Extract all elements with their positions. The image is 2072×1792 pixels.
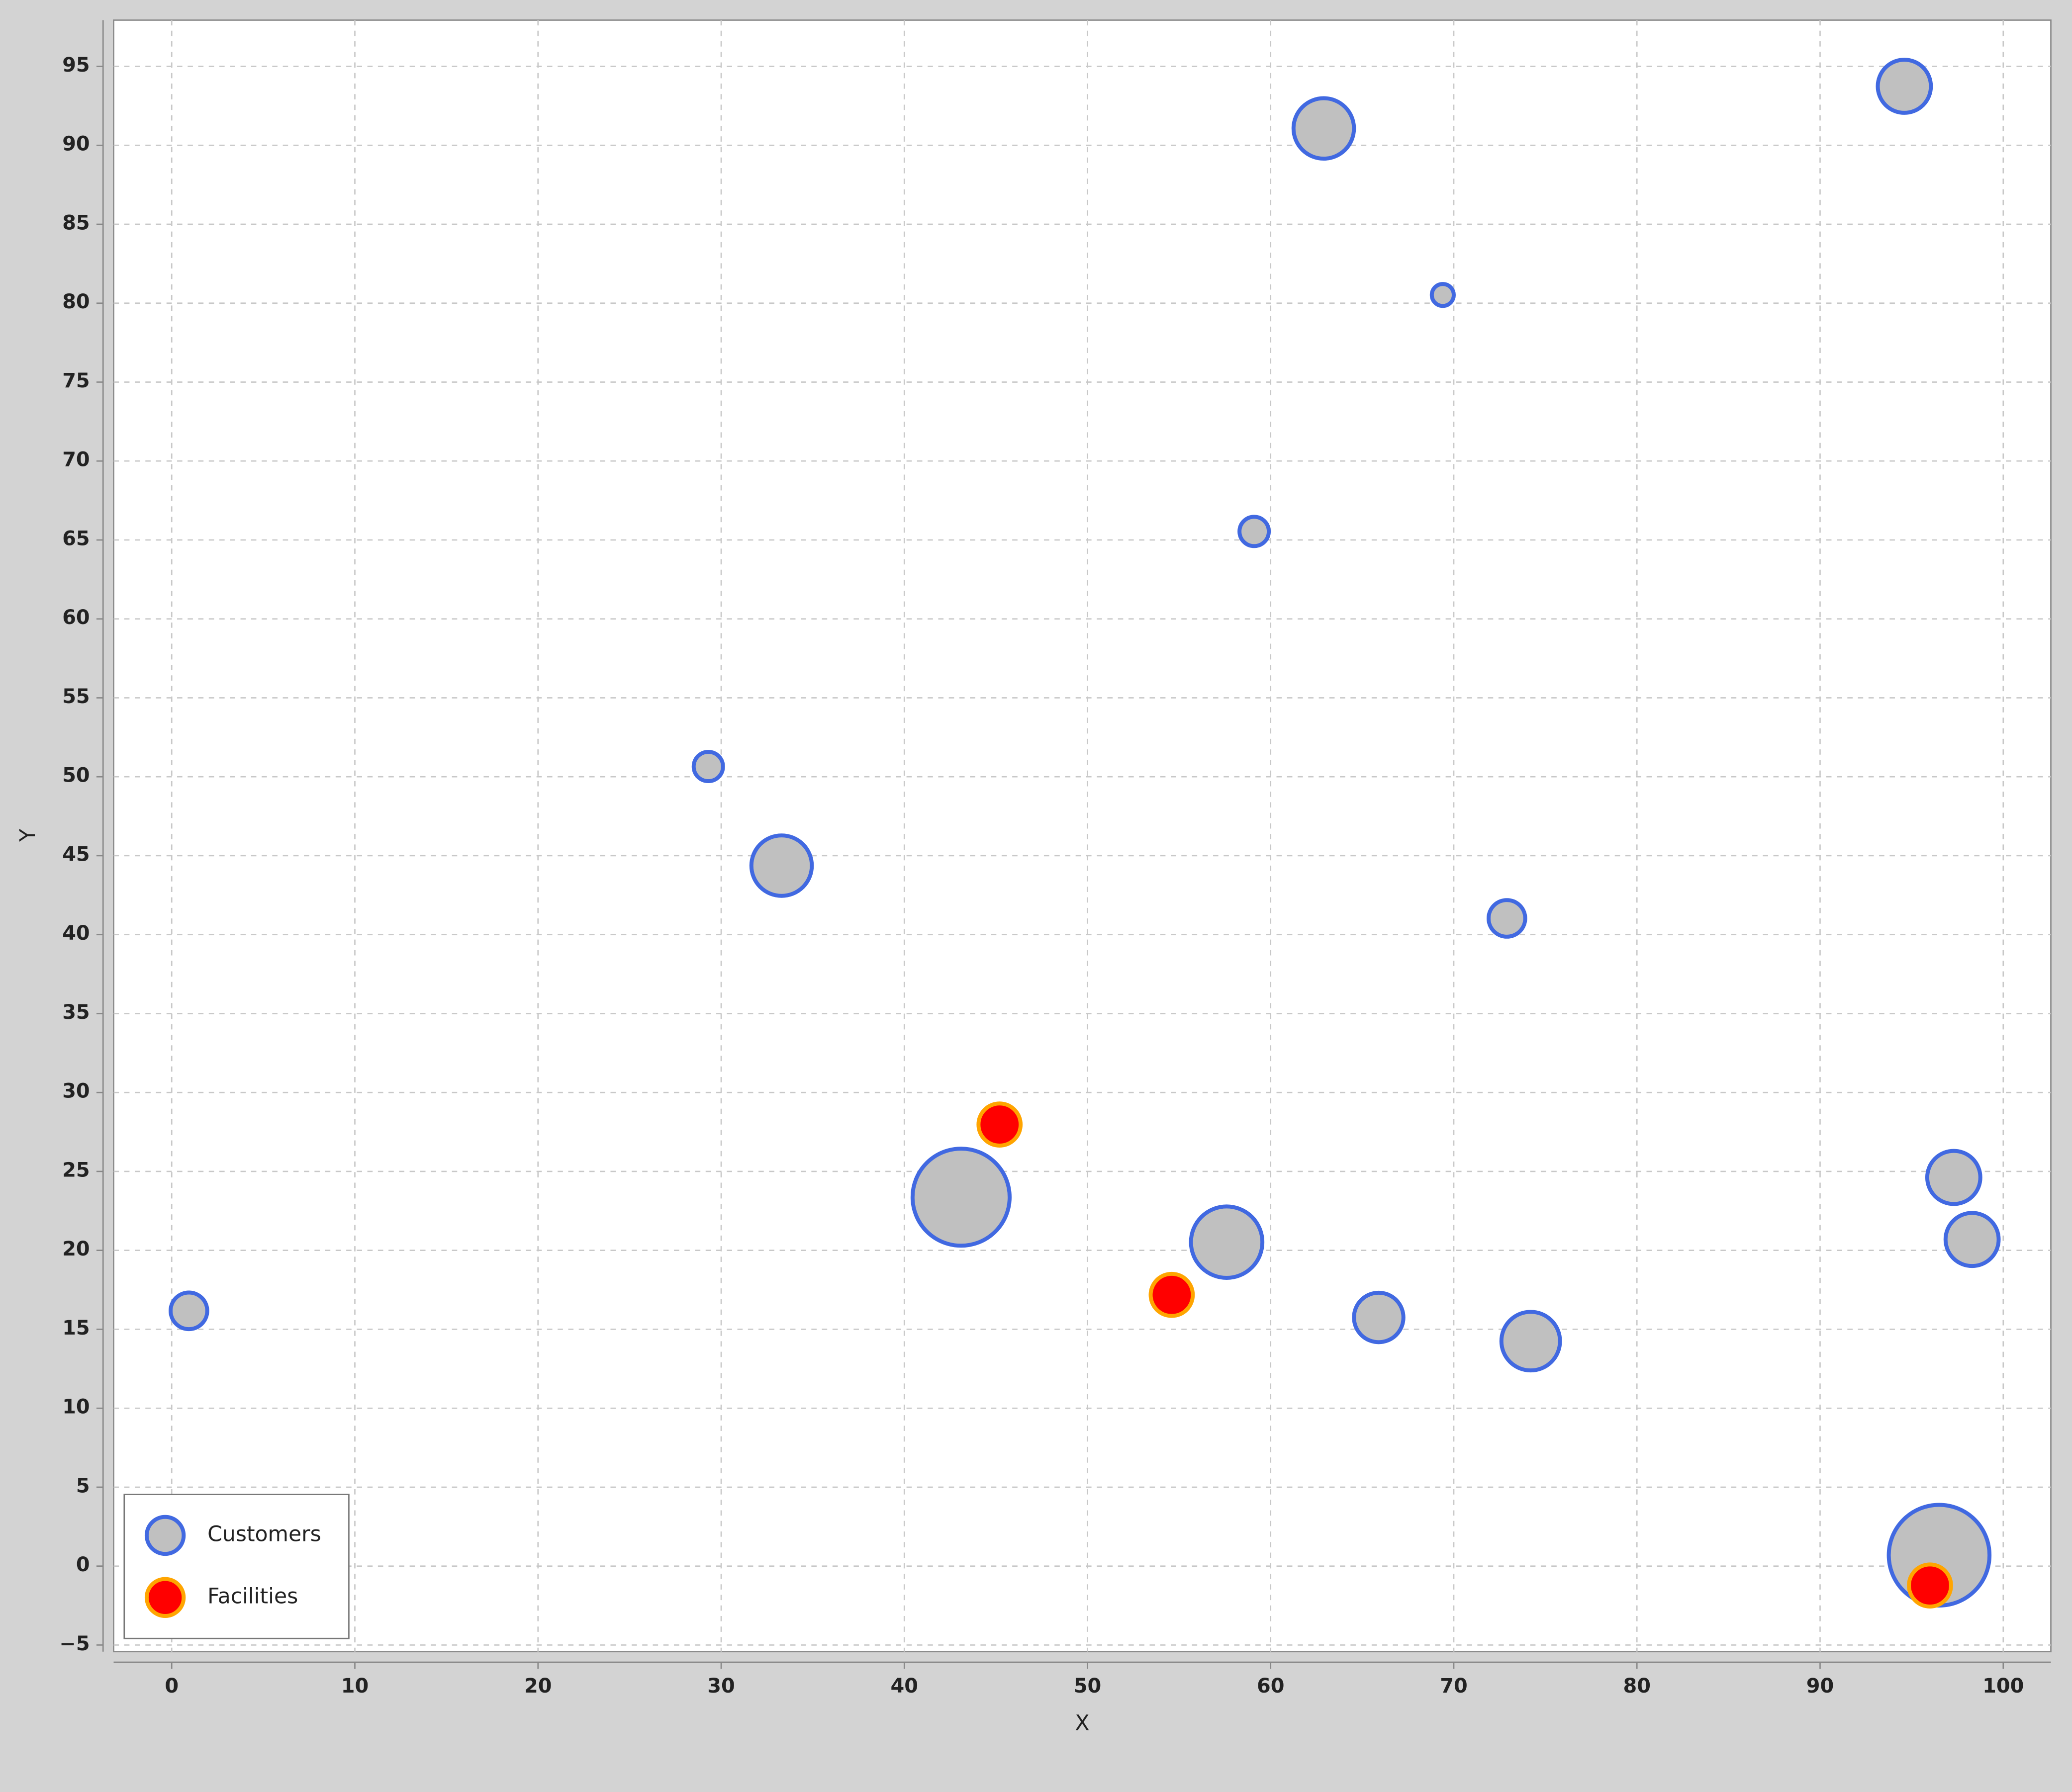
- bubble: [1486, 898, 1527, 939]
- x-axis-label: X: [1075, 1711, 1089, 1735]
- y-tick-label: 60: [62, 606, 90, 629]
- y-tick-label: 90: [62, 133, 90, 156]
- x-tick-label: 90: [1806, 1675, 1834, 1698]
- x-tick-label: 50: [1074, 1675, 1101, 1698]
- y-tick-label: 75: [62, 369, 90, 392]
- x-tick-label: 20: [524, 1675, 552, 1698]
- x-tick-label: 0: [165, 1675, 179, 1698]
- bubble: [1291, 96, 1356, 161]
- legend: Customers Facilities: [123, 1494, 350, 1639]
- bubble: [1352, 1290, 1406, 1344]
- bubble: [1907, 1562, 1953, 1609]
- bubble: [1876, 58, 1933, 115]
- x-tick-label: 70: [1440, 1675, 1467, 1698]
- y-tick-label: 80: [62, 290, 90, 313]
- y-tick-label: 5: [76, 1474, 90, 1497]
- y-tick-label: 95: [62, 54, 90, 77]
- y-axis-label: Y: [16, 828, 40, 842]
- x-tick-label: 30: [707, 1675, 735, 1698]
- bubble: [1943, 1211, 2001, 1268]
- legend-marker: [144, 1515, 186, 1556]
- y-tick-label: 40: [62, 922, 90, 945]
- bubble: [749, 833, 814, 898]
- x-tick-label: 10: [341, 1675, 369, 1698]
- bubble: [1429, 282, 1456, 308]
- legend-box: [123, 1494, 350, 1639]
- y-tick-label: 70: [62, 448, 90, 471]
- plot-area: [113, 19, 2052, 1653]
- bubble: [691, 750, 725, 784]
- bubble: [976, 1101, 1023, 1148]
- x-tick-label: 100: [1982, 1675, 2024, 1698]
- legend-marker: [144, 1577, 186, 1618]
- y-tick-label: 15: [62, 1317, 90, 1340]
- y-tick-label: 20: [62, 1238, 90, 1260]
- x-tick-label: 40: [891, 1675, 918, 1698]
- y-tick-label: 55: [62, 685, 90, 708]
- bubble: [1499, 1310, 1562, 1373]
- grid: [113, 20, 2051, 1652]
- bubble: [1925, 1149, 1982, 1206]
- y-tick-label: 65: [62, 527, 90, 550]
- y-tick-label: 45: [62, 843, 90, 866]
- y-tick-label: 10: [62, 1396, 90, 1419]
- legend-label: Facilities: [207, 1584, 298, 1609]
- marks: [169, 58, 2001, 1609]
- y-tick-label: 85: [62, 211, 90, 234]
- x-tick-label: 60: [1257, 1675, 1284, 1698]
- bubble: [910, 1147, 1012, 1248]
- bubble: [1237, 515, 1271, 548]
- y-tick-label: 35: [62, 1001, 90, 1024]
- bubble: [169, 1290, 209, 1332]
- legend-label: Customers: [207, 1522, 321, 1546]
- y-tick-label: 25: [62, 1159, 90, 1181]
- y-tick-label: −5: [60, 1632, 90, 1655]
- y-tick-label: 30: [62, 1080, 90, 1103]
- bubble: [1189, 1204, 1265, 1280]
- bubble: [1148, 1271, 1195, 1318]
- x-tick-label: 80: [1623, 1675, 1651, 1698]
- y-tick-label: 50: [62, 764, 90, 787]
- y-tick-label: 0: [76, 1553, 90, 1576]
